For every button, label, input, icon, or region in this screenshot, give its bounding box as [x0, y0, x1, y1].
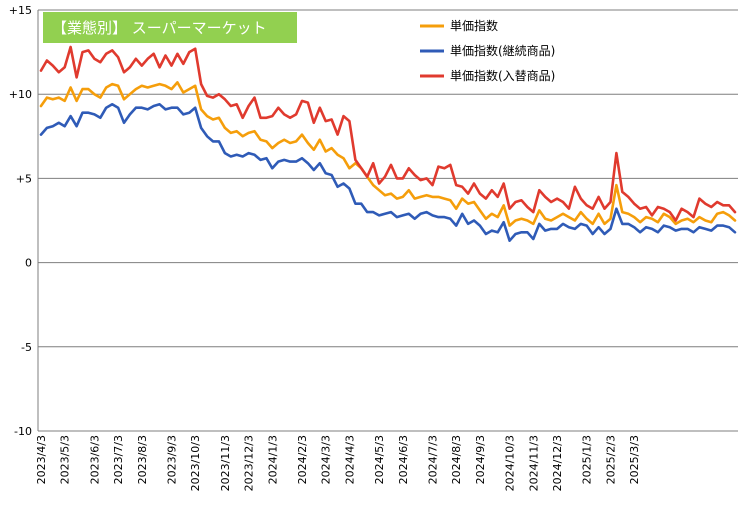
x-tick-label: 2023/12/3	[243, 435, 256, 491]
series-line-2	[39, 45, 737, 222]
x-tick-label: 2025/2/3	[604, 435, 617, 484]
y-axis-ticks: +15 +10 +5 0 -5 -10	[9, 4, 32, 438]
x-tick-label: 2024/4/3	[343, 435, 356, 484]
y-tick-label: -5	[21, 341, 32, 354]
x-tick-label: 2024/12/3	[551, 435, 564, 491]
x-tick-label: 2024/10/3	[504, 435, 517, 491]
y-tick-label: +5	[16, 172, 32, 185]
x-tick-label: 2023/4/3	[35, 435, 48, 484]
chart-title: 【業態別】 スーパーマーケット	[52, 19, 267, 37]
grid	[37, 9, 738, 432]
x-tick-label: 2024/11/3	[527, 435, 540, 491]
x-tick-label: 2023/7/3	[112, 435, 125, 484]
y-tick-label: +15	[9, 4, 32, 17]
x-tick-label: 2024/5/3	[373, 435, 386, 484]
x-axis-ticks: 2023/4/3 2023/5/3 2023/6/3 2023/7/3 2023/8/3…	[35, 435, 641, 491]
x-tick-label: 2023/5/3	[59, 435, 72, 484]
x-tick-label: 2023/8/3	[136, 435, 149, 484]
series-line-0	[39, 81, 737, 227]
legend-label-0: 単価指数	[450, 18, 498, 33]
x-tick-label: 2024/7/3	[426, 435, 439, 484]
series-line-1	[39, 103, 737, 242]
y-tick-label: +10	[9, 88, 32, 101]
x-tick-label: 2023/10/3	[189, 435, 202, 491]
series-lines	[39, 45, 737, 242]
y-tick-label: -10	[14, 425, 32, 438]
chart-title-box: 【業態別】 スーパーマーケット	[43, 12, 297, 43]
x-tick-label: 2025/3/3	[628, 435, 641, 484]
x-tick-label: 2023/9/3	[165, 435, 178, 484]
x-tick-label: 2024/3/3	[320, 435, 333, 484]
x-tick-label: 2024/9/3	[474, 435, 487, 484]
x-tick-label: 2024/2/3	[296, 435, 309, 484]
legend-label-2: 単価指数(入替商品)	[450, 68, 555, 83]
x-tick-label: 2024/6/3	[397, 435, 410, 484]
chart-title-background	[43, 12, 297, 43]
legend-label-1: 単価指数(継続商品)	[450, 43, 555, 58]
x-tick-label: 2025/1/3	[581, 435, 594, 484]
x-tick-label: 2023/11/3	[219, 435, 232, 491]
y-tick-label: 0	[25, 257, 32, 270]
x-tick-label: 2023/6/3	[88, 435, 101, 484]
x-tick-label: 2024/1/3	[266, 435, 279, 484]
x-tick-label: 2024/8/3	[450, 435, 463, 484]
